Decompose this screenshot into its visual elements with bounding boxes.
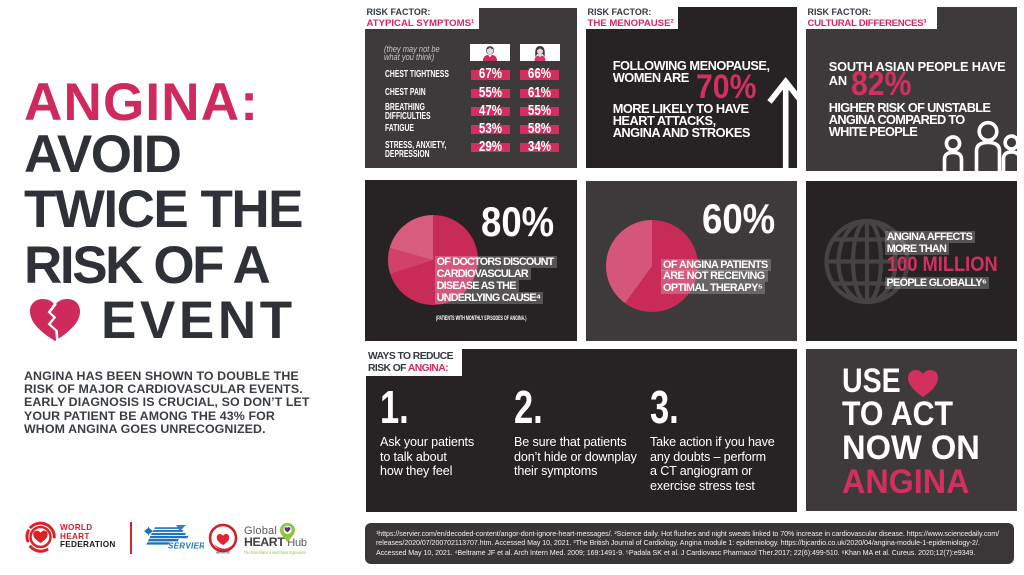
svg-text:SERVIER: SERVIER <box>168 542 204 551</box>
svg-text:INITIATIVE: INITIATIVE <box>216 551 230 555</box>
